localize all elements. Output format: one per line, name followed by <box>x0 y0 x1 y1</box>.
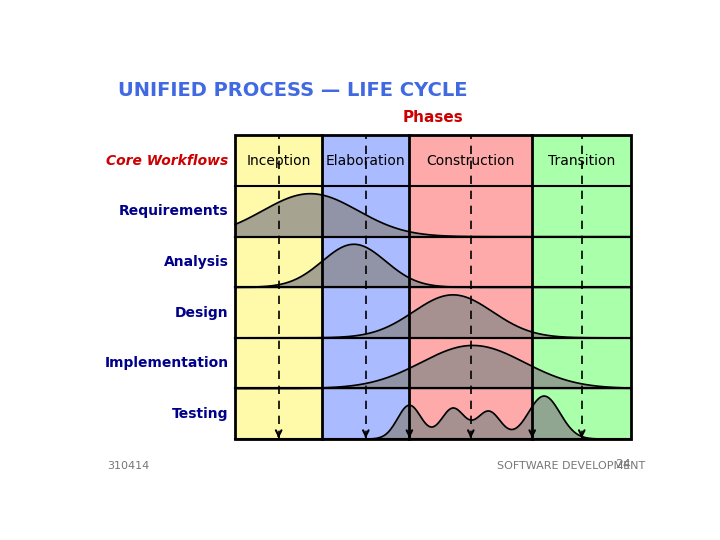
Text: Elaboration: Elaboration <box>326 154 405 168</box>
Text: Phases: Phases <box>402 110 464 125</box>
Bar <box>235 136 631 439</box>
Bar <box>235 136 323 439</box>
Text: Inception: Inception <box>246 154 311 168</box>
Bar <box>410 136 532 439</box>
Text: Testing: Testing <box>172 407 228 421</box>
Text: 310414: 310414 <box>107 462 149 471</box>
Text: Requirements: Requirements <box>119 204 228 218</box>
Text: UNIFIED PROCESS — LIFE CYCLE: UNIFIED PROCESS — LIFE CYCLE <box>118 81 467 100</box>
Bar <box>532 136 631 439</box>
Bar <box>323 136 410 439</box>
Text: Core Workflows: Core Workflows <box>106 154 228 168</box>
Text: 24: 24 <box>616 458 631 471</box>
Text: SOFTWARE DEVELOPMENT: SOFTWARE DEVELOPMENT <box>498 462 646 471</box>
Text: Analysis: Analysis <box>163 255 228 269</box>
Text: Construction: Construction <box>427 154 515 168</box>
Text: Implementation: Implementation <box>104 356 228 370</box>
Text: Transition: Transition <box>548 154 616 168</box>
Text: Design: Design <box>175 306 228 320</box>
